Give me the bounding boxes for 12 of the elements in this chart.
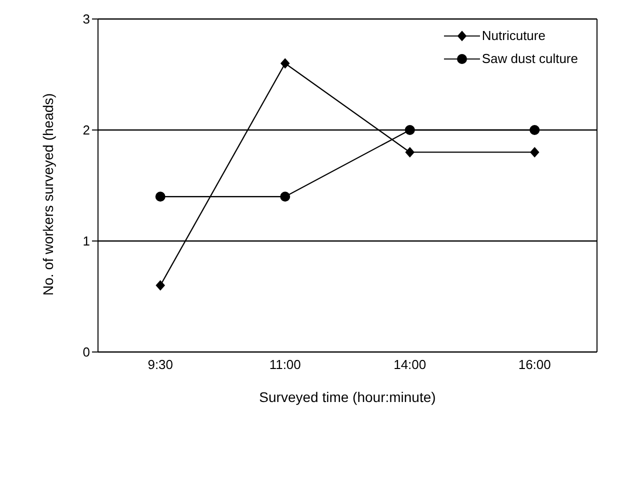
y-tick-label: 3 (82, 12, 90, 27)
x-tick-label: 9:30 (148, 357, 174, 372)
y-tick-label: 1 (82, 234, 90, 249)
x-axis-title: Surveyed time (hour:minute) (259, 389, 436, 405)
x-tick-label: 14:00 (394, 357, 426, 372)
y-axis-title: No. of workers surveyed (heads) (40, 93, 56, 296)
x-tick-label: 11:00 (269, 357, 301, 372)
legend-label: Saw dust culture (482, 51, 578, 66)
y-tick-label: 2 (82, 122, 90, 138)
y-tick-label: 0 (82, 344, 90, 360)
x-tick-label: 16:00 (518, 357, 551, 372)
legend-label: Nutricuture (482, 28, 546, 43)
